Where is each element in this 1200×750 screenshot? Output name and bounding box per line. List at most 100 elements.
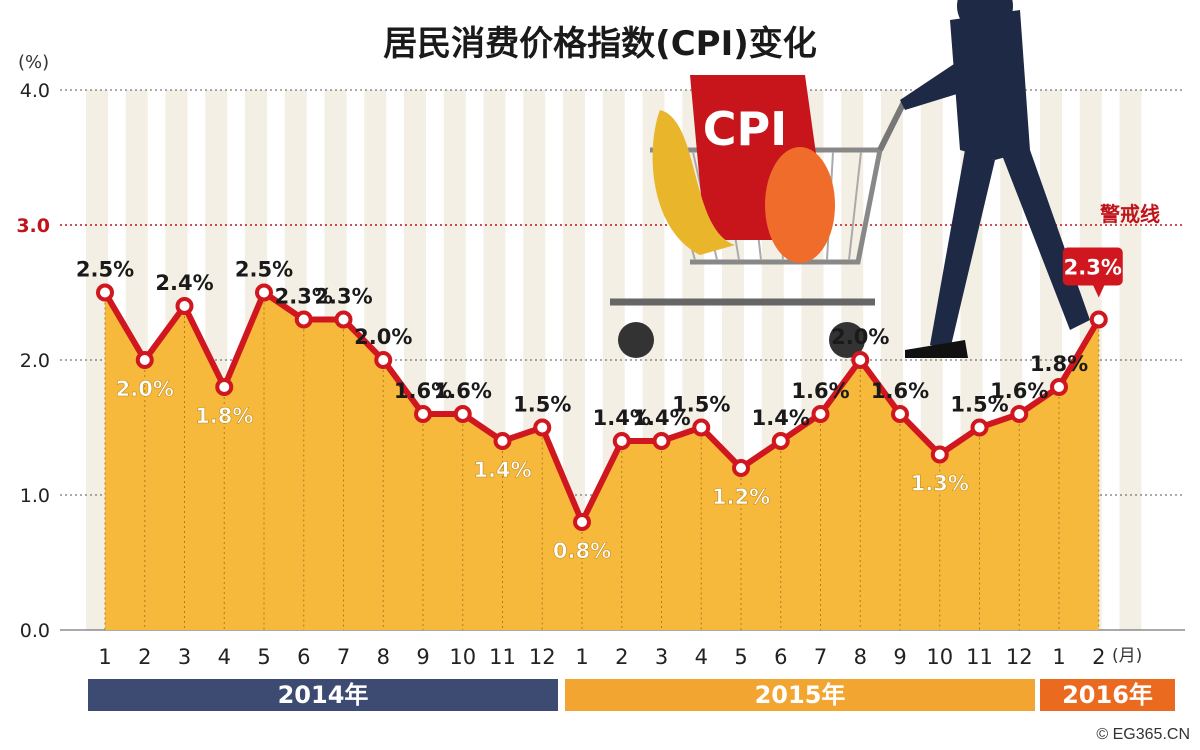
x-tick-label: 1 [575, 645, 588, 669]
data-point [414, 405, 432, 423]
x-tick-label: 3 [178, 645, 191, 669]
shopper-shoe [905, 340, 968, 358]
x-tick-label: 7 [337, 645, 350, 669]
data-point [851, 351, 870, 369]
data-label: 1.2% [712, 485, 770, 509]
data-label: 1.3% [911, 472, 969, 496]
data-label: 2.5% [235, 258, 293, 282]
data-label: 1.6% [990, 379, 1048, 403]
y-tick-label: 4.0 [20, 80, 50, 102]
x-tick-label: 8 [854, 645, 867, 669]
x-tick-label: 2 [615, 645, 628, 669]
data-point [294, 310, 313, 329]
y-tick-label: 3.0 [16, 215, 50, 237]
data-point [374, 351, 393, 369]
data-label: 1.8% [195, 404, 253, 428]
x-axis-unit: (月) [1112, 646, 1143, 666]
data-label: 2.5% [76, 258, 134, 282]
data-label: 1.4% [593, 406, 651, 430]
x-tick-label: 5 [734, 645, 747, 669]
data-point [493, 432, 512, 450]
data-point [692, 418, 711, 437]
data-label: 2.3% [314, 285, 372, 309]
data-point [930, 445, 949, 464]
x-tick-label: 8 [377, 645, 390, 669]
data-point [255, 283, 273, 302]
price-tag [765, 147, 835, 263]
x-tick-label: 2 [138, 645, 151, 669]
x-tick-label: 3 [655, 645, 668, 669]
shopper-arm [900, 60, 970, 110]
data-label: 1.6% [434, 379, 492, 403]
data-label: 1.5% [950, 393, 1008, 417]
data-label: 2.0% [831, 325, 889, 349]
data-point [573, 513, 591, 531]
shopping-cart-icon: CPI [610, 75, 908, 358]
cart-wheel [618, 322, 654, 358]
data-label: 2.3% [1064, 256, 1122, 280]
bag-label: CPI [703, 102, 788, 156]
shopper-torso [950, 10, 1030, 160]
data-label: 2.3% [275, 285, 333, 309]
data-label: 1.6% [871, 379, 929, 403]
x-tick-label: 1 [98, 645, 111, 669]
copyright: © EG365.CN [1096, 726, 1190, 743]
y-tick-label: 1.0 [20, 485, 50, 507]
data-label: 1.4% [473, 458, 531, 482]
data-label: 1.6% [791, 379, 849, 403]
data-point [1050, 378, 1068, 396]
data-point [891, 405, 909, 423]
warning-line-label: 警戒线 [1100, 202, 1160, 226]
x-tick-label: 6 [774, 645, 787, 669]
bread [652, 110, 735, 255]
x-tick-label: 11 [966, 645, 993, 669]
highlight-badge [1062, 247, 1123, 286]
data-label: 1.6% [394, 379, 452, 403]
x-tick-label: 7 [814, 645, 827, 669]
x-tick-label: 10 [926, 645, 953, 669]
cart-wheel [829, 322, 865, 358]
y-axis-unit: (%) [18, 52, 50, 73]
data-point [533, 418, 552, 437]
data-label: 2.0% [354, 325, 412, 349]
x-tick-label: 9 [893, 645, 906, 669]
x-tick-label: 5 [257, 645, 270, 669]
data-point [811, 405, 830, 423]
shopper-leg [930, 150, 995, 350]
data-point [612, 432, 631, 450]
x-tick-label: 4 [695, 645, 708, 669]
year-bar-2016: 2016年 [1040, 679, 1175, 711]
data-label: 1.4% [632, 406, 690, 430]
x-tick-label: 12 [529, 645, 556, 669]
data-label: 1.8% [1030, 352, 1088, 376]
data-point [175, 297, 194, 315]
year-bar-2015: 2015年 [565, 679, 1035, 711]
x-tick-label: 2 [1092, 645, 1105, 669]
highlight-pointer [1092, 284, 1105, 298]
x-tick-label: 4 [218, 645, 231, 669]
data-point [732, 459, 750, 477]
data-label: 0.8% [553, 539, 611, 563]
data-point [771, 432, 790, 450]
x-tick-label: 9 [416, 645, 429, 669]
data-point [1010, 405, 1029, 423]
x-tick-label: 1 [1052, 645, 1065, 669]
data-point [970, 418, 989, 437]
data-label: 1.5% [672, 393, 730, 417]
x-tick-label: 11 [489, 645, 516, 669]
y-tick-label: 0.0 [20, 620, 50, 642]
cart-handle [877, 98, 908, 152]
chart-title: 居民消费价格指数(CPI)变化 [383, 24, 817, 64]
y-tick-label: 2.0 [20, 350, 50, 372]
data-point [135, 351, 154, 369]
data-point [1089, 310, 1108, 329]
data-point [652, 432, 671, 450]
data-label: 1.4% [752, 406, 810, 430]
data-point [334, 310, 353, 329]
data-point [215, 378, 234, 396]
year-bar-2014: 2014年 [88, 679, 558, 711]
data-label: 1.5% [513, 393, 571, 417]
data-label: 2.0% [116, 377, 174, 401]
x-tick-label: 6 [297, 645, 310, 669]
